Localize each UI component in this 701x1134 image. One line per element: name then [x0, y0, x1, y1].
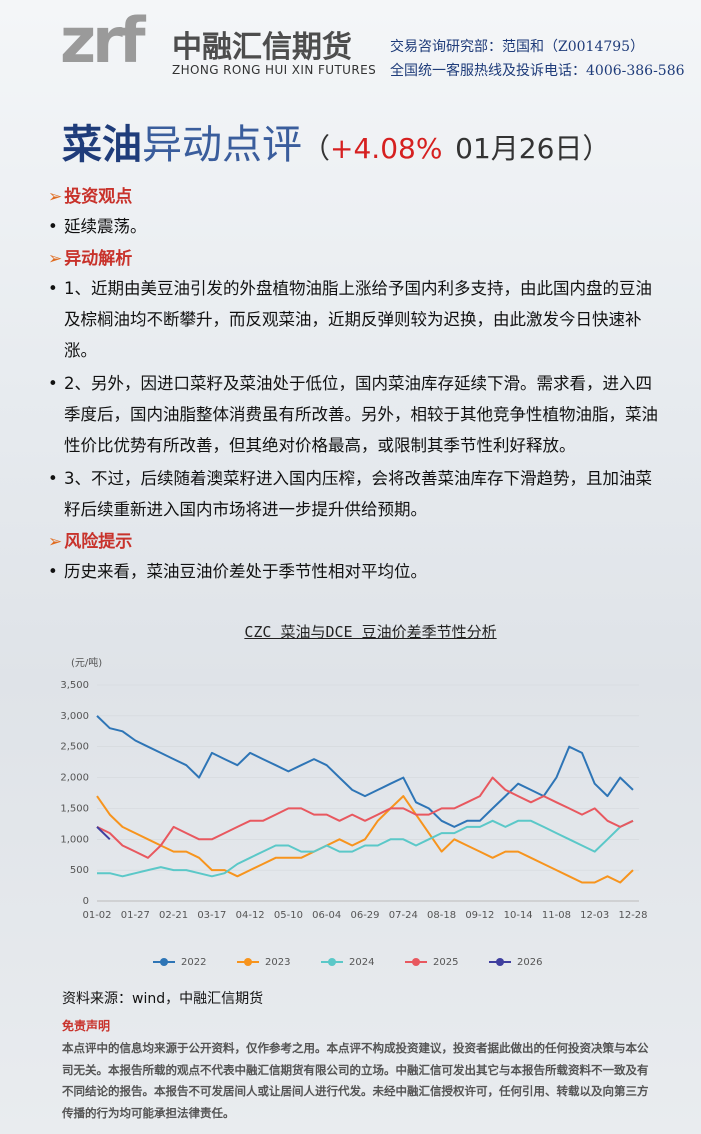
title-change: +4.08% — [330, 132, 443, 165]
y-tick-label: 1,000 — [60, 834, 89, 845]
section-heading: 风险提示 — [48, 527, 663, 552]
legend-marker — [412, 958, 420, 966]
x-tick-label: 03-17 — [197, 910, 226, 921]
x-tick-label: 01-27 — [121, 910, 150, 921]
bullet-text: 2、另外，因进口菜籽及菜油处于低位，国内菜油库存延续下滑。需求看，进入四季度后，… — [48, 368, 663, 461]
legend-marker — [160, 958, 168, 966]
title: 菜油异动点评（+4.08% 01月26日） — [62, 112, 610, 170]
section-heading: 异动解析 — [48, 244, 663, 269]
y-unit: (元/吨) — [71, 656, 102, 669]
chart-title: CZC 菜油与DCE 豆油价差季节性分析 — [244, 623, 497, 641]
legend-label: 2026 — [517, 957, 542, 968]
section-heading: 投资观点 — [48, 182, 663, 207]
legend-label: 2023 — [265, 957, 290, 968]
bullet-text: 3、不过，后续随着澳菜籽进入国内压榨，会将改善菜油库存下滑趋势，且加油菜籽后续重… — [48, 463, 663, 525]
source: 资料来源：wind，中融汇信期货 — [62, 991, 264, 1007]
disclaimer-heading: 免责声明 — [62, 1019, 111, 1033]
series-line — [96, 826, 111, 841]
title-sub: 异动点评 — [142, 122, 302, 168]
y-tick-label: 500 — [70, 865, 89, 876]
y-tick-label: 0 — [83, 896, 89, 907]
x-tick-label: 05-10 — [274, 910, 303, 921]
y-tick-label: 3,000 — [60, 711, 89, 722]
x-tick-label: 12-28 — [618, 910, 647, 921]
header: zrf 中融汇信期货 ZHONG RONG HUI XIN FUTURES 交易… — [0, 0, 701, 95]
legend-label: 2024 — [349, 957, 374, 968]
x-tick-label: 08-18 — [427, 910, 456, 921]
x-tick-label: 02-21 — [159, 910, 188, 921]
title-paren: （ — [302, 132, 331, 165]
series-line — [97, 819, 634, 878]
contact: 交易咨询研究部：范国和（Z0014795） — [390, 39, 645, 55]
y-tick-label: 2,500 — [60, 742, 89, 753]
series-line — [96, 715, 634, 828]
x-tick-label: 12-03 — [580, 910, 609, 921]
x-tick-label: 04-12 — [236, 910, 265, 921]
y-tick-label: 3,500 — [60, 680, 89, 691]
legend-marker — [244, 958, 252, 966]
bullet-text: 历史来看，菜油豆油价差处于季节性相对平均位。 — [48, 556, 663, 587]
title-main: 菜油 — [62, 122, 142, 168]
company-name: 中融汇信期货 — [172, 30, 352, 65]
logo-mark: zrf — [60, 4, 146, 77]
x-tick-label: 06-04 — [312, 910, 341, 921]
y-tick-label: 1,500 — [60, 803, 89, 814]
x-tick-label: 01-02 — [82, 910, 111, 921]
bullet-text: 1、近期由美豆油引发的外盘植物油脂上涨给予国内利多支持，由此国内盘的豆油及棕榈油… — [48, 273, 663, 366]
legend-label: 2022 — [181, 957, 206, 968]
bullet-text: 延续震荡。 — [48, 211, 663, 242]
title-date: 01月26日） — [455, 132, 611, 165]
chart: (元/吨) 0 500 1,000 1,500 2,000 2,500 3,000 3,500 0… — [60, 656, 647, 968]
legend-marker — [496, 958, 504, 966]
y-tick-label: 2,000 — [60, 773, 89, 784]
disclaimer-body: 本点评中的信息均来源于公开资料，仅作参考之用。本点评不构成投资建议，投资者据此做… — [62, 1041, 649, 1120]
x-tick-label: 11-08 — [542, 910, 571, 921]
x-tick-label: 10-14 — [504, 910, 533, 921]
legend-label: 2025 — [433, 957, 458, 968]
x-tick-label: 06-29 — [350, 910, 379, 921]
x-tick-label: 07-24 — [389, 910, 418, 921]
series-line — [96, 776, 634, 859]
series-line — [96, 795, 634, 884]
legend-marker — [328, 958, 336, 966]
content: 投资观点延续震荡。异动解析 1、近期由美豆油引发的外盘植物油脂上涨给予国内利多支持… — [48, 180, 663, 589]
x-tick-label: 09-12 — [465, 910, 494, 921]
company-name-en: ZHONG RONG HUI XIN FUTURES — [172, 63, 377, 77]
contact: 全国统一客服热线及投诉电话：4006-386-586 — [390, 63, 685, 79]
